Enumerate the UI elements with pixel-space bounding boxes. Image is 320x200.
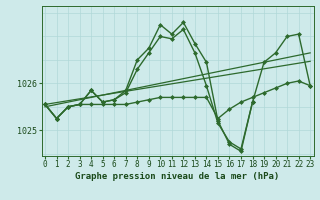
X-axis label: Graphe pression niveau de la mer (hPa): Graphe pression niveau de la mer (hPa) bbox=[76, 172, 280, 181]
